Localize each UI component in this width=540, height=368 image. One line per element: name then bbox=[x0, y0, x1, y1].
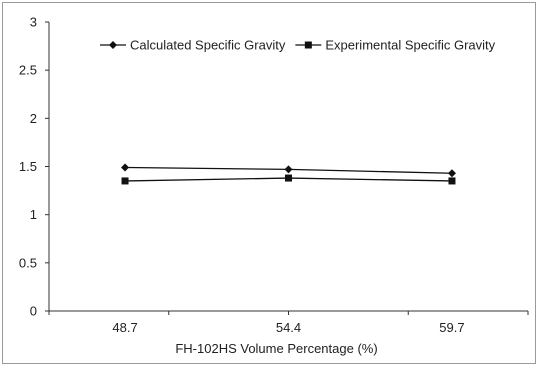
y-tick-label: 1 bbox=[30, 207, 37, 222]
x-tick-label: 59.7 bbox=[439, 320, 464, 335]
legend-item: Experimental Specific Gravity bbox=[295, 38, 496, 53]
series-group bbox=[121, 163, 456, 185]
y-tick-labels: 0 0.5 1 1.5 2 2.5 3 bbox=[19, 15, 37, 319]
data-point bbox=[121, 177, 129, 185]
y-tick-label: 2 bbox=[30, 111, 37, 126]
legend-label: Experimental Specific Gravity bbox=[325, 38, 495, 53]
x-tick-label: 54.4 bbox=[276, 320, 301, 335]
x-tick-label: 48.7 bbox=[112, 320, 137, 335]
chart-frame bbox=[2, 2, 536, 364]
y-tick-label: 0.5 bbox=[19, 255, 37, 270]
x-tick-labels: 48.7 54.4 59.7 bbox=[112, 320, 464, 335]
legend-label: Calculated Specific Gravity bbox=[130, 38, 286, 53]
legend: Calculated Specific Gravity Experimental … bbox=[100, 38, 496, 53]
y-tick-label: 2.5 bbox=[19, 63, 37, 78]
series-2 bbox=[121, 174, 456, 185]
series-1 bbox=[121, 163, 456, 178]
legend-item: Calculated Specific Gravity bbox=[100, 38, 286, 53]
data-point bbox=[285, 174, 292, 182]
y-tick-label: 0 bbox=[30, 304, 37, 319]
y-tick-label: 3 bbox=[30, 15, 37, 30]
data-point bbox=[284, 165, 293, 174]
y-tick-label: 1.5 bbox=[19, 159, 37, 174]
data-point bbox=[447, 169, 456, 178]
data-point bbox=[448, 177, 456, 185]
data-point bbox=[121, 163, 130, 172]
axis-tick-marks bbox=[45, 21, 529, 315]
legend-swatch-marker bbox=[109, 41, 117, 49]
x-axis-title: FH-102HS Volume Percentage (%) bbox=[175, 341, 377, 356]
legend-swatch-marker bbox=[304, 41, 312, 49]
